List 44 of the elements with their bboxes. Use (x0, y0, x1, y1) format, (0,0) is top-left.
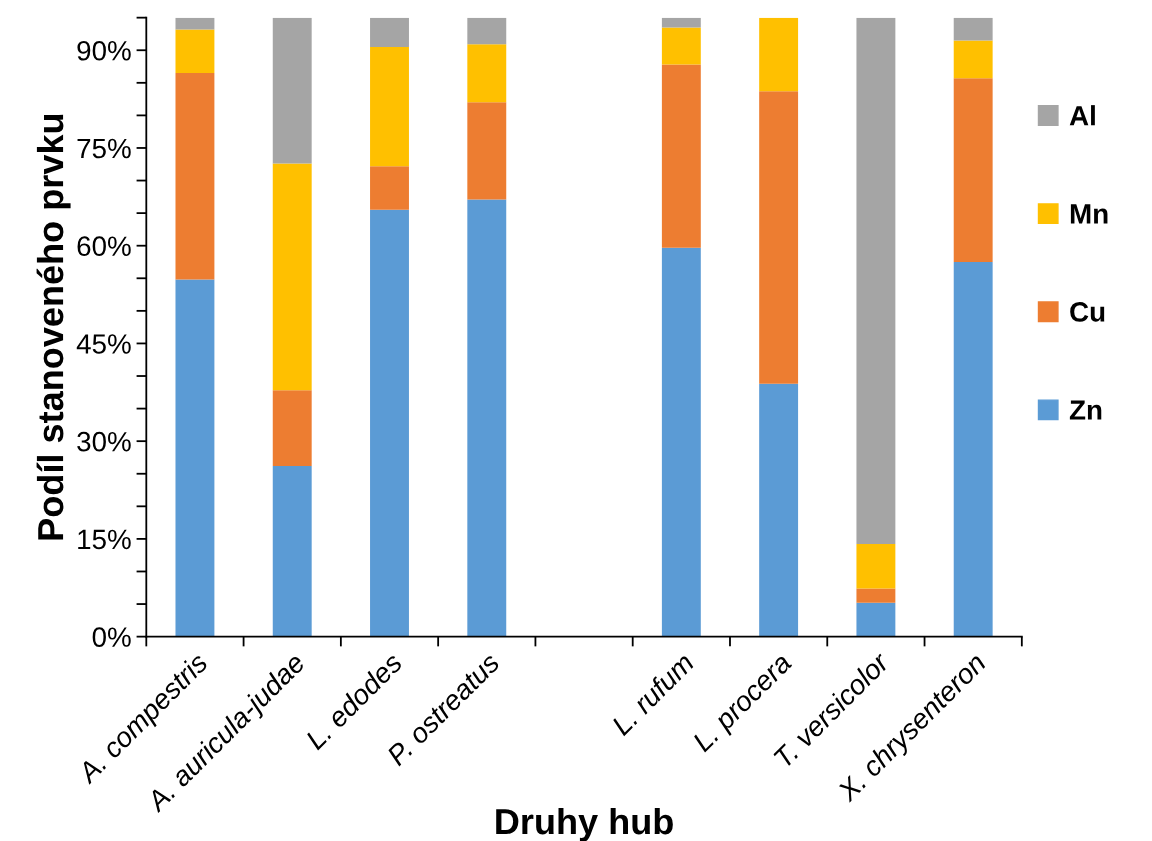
bar (856, 602, 896, 637)
bar (467, 102, 507, 200)
y-tick-label: 60% (77, 236, 131, 257)
bar (953, 78, 993, 262)
bar (370, 46, 409, 167)
y-tick-label: 15% (78, 529, 131, 550)
bar (370, 209, 409, 637)
bar (661, 64, 701, 248)
y-axis-title: Podíl stanoveného prvku (36, 114, 71, 540)
y-tick-label: 45% (76, 334, 131, 354)
bar (370, 166, 409, 210)
bar (467, 199, 507, 637)
bar (661, 247, 701, 637)
bar (953, 40, 993, 79)
bar (759, 383, 799, 637)
bar (175, 73, 215, 280)
legend-label: Zn (1069, 400, 1102, 420)
bar (759, 91, 799, 384)
bar (175, 279, 215, 637)
bar (661, 17, 701, 28)
bar (856, 544, 896, 589)
bar (175, 17, 215, 30)
bar (953, 261, 993, 637)
bar (661, 27, 701, 65)
bar (272, 163, 312, 391)
bar (272, 390, 312, 466)
bar (856, 588, 896, 603)
y-tick-label: 0% (92, 627, 131, 647)
bar (467, 44, 507, 103)
bar (175, 29, 215, 74)
bar (272, 465, 312, 637)
bar (856, 17, 896, 545)
y-tick-label: 30% (77, 431, 131, 452)
bar (953, 17, 993, 41)
y-tick-label: 90% (77, 40, 131, 61)
legend-label: Mn (1070, 204, 1108, 224)
bar (759, 17, 799, 92)
y-tick-label: 75% (77, 138, 131, 159)
legend-label: Cu (1070, 302, 1105, 322)
bar (272, 17, 312, 164)
bar (467, 17, 507, 45)
x-axis-title: Druhy hub (496, 807, 673, 841)
legend-label: Al (1069, 105, 1095, 126)
bar (370, 17, 409, 47)
